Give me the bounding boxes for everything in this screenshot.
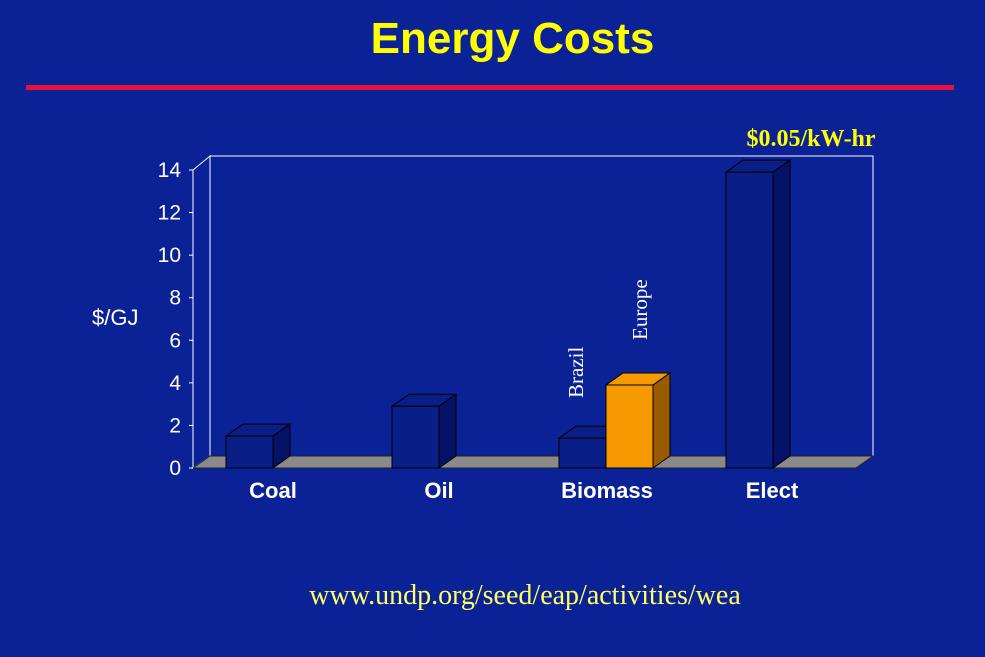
bar-elect-side [772,159,791,469]
y-tick-label: 2 [169,414,181,437]
bar-label-europe: Europe [628,279,652,340]
plot-left-wall [192,154,211,469]
bar-label-brazil: Brazil [564,347,588,398]
bar-coal [225,435,274,469]
bar-oil-side [438,393,457,469]
x-category-label: Oil [424,478,453,503]
x-category-label: Biomass [561,478,653,503]
y-tick-label: 12 [158,202,181,225]
y-tick-label: 4 [169,372,181,395]
y-tick-label: 0 [169,457,181,480]
title-divider [26,85,954,90]
x-category-label: Elect [746,478,799,503]
y-tick-label: 8 [169,287,181,310]
slide-title: Energy Costs [370,14,655,63]
y-tick-label: 14 [158,159,182,182]
x-category-label: Coal [249,478,297,503]
bar-oil [391,405,440,469]
y-axis-label: $/GJ [92,305,138,330]
y-tick-label: 6 [169,329,181,352]
bar-elect [725,171,774,469]
y-tick-label: 10 [158,244,181,267]
bar-biomass-europe-side [652,372,671,469]
source-url[interactable]: www.undp.org/seed/eap/activities/wea [309,580,741,611]
elect-cost-annotation: $0.05/kW-hr [746,126,875,152]
bar-biomass-europe [605,384,654,469]
bar-biomass-brazil [558,437,607,469]
